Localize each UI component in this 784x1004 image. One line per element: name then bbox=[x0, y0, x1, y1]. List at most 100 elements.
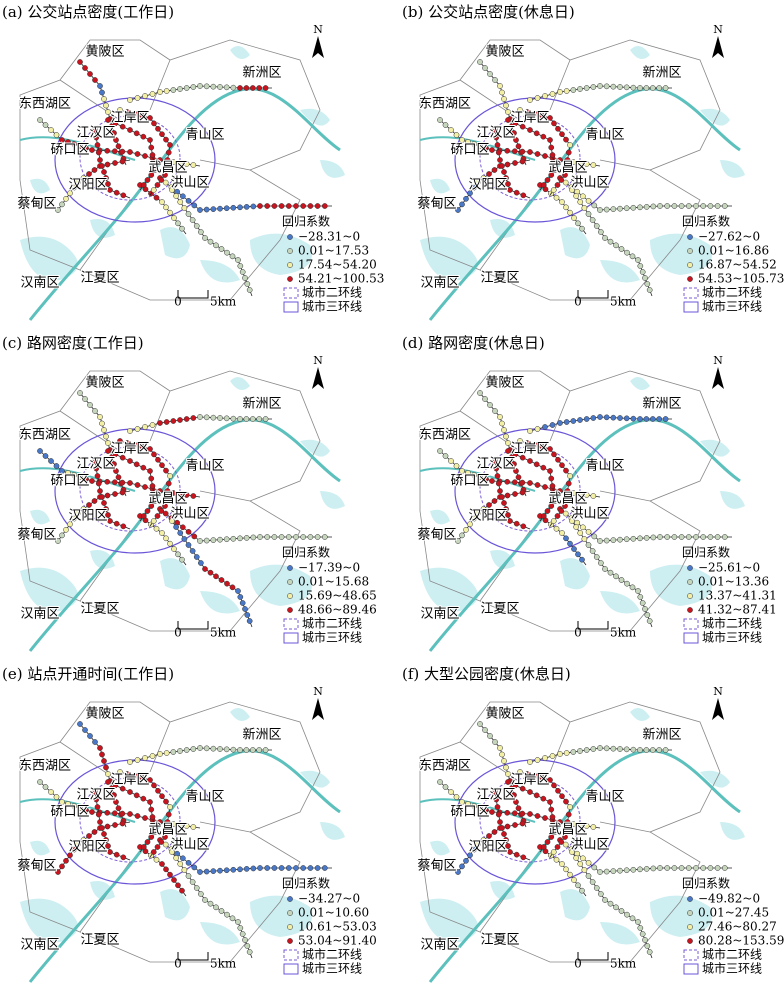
station bbox=[617, 415, 623, 421]
station bbox=[532, 773, 538, 779]
district-label: 江汉区 bbox=[476, 126, 515, 141]
station bbox=[520, 523, 527, 530]
station bbox=[65, 470, 71, 476]
legend-swatch bbox=[287, 248, 293, 254]
station bbox=[693, 203, 699, 209]
station bbox=[107, 518, 113, 524]
station bbox=[551, 120, 557, 127]
district-label: 硚口区 bbox=[50, 474, 89, 489]
station bbox=[463, 195, 469, 202]
station bbox=[492, 458, 498, 464]
station bbox=[144, 508, 151, 514]
station bbox=[558, 177, 565, 183]
station bbox=[548, 475, 555, 482]
station bbox=[512, 160, 518, 166]
scale-zero: 0 bbox=[174, 295, 182, 309]
station bbox=[243, 416, 250, 422]
station bbox=[603, 414, 610, 421]
station bbox=[155, 787, 161, 794]
station bbox=[643, 204, 650, 210]
station bbox=[448, 789, 454, 795]
station bbox=[505, 448, 511, 454]
station bbox=[105, 448, 111, 454]
station bbox=[112, 491, 118, 497]
district-label: 江岸区 bbox=[510, 773, 549, 788]
legend-ring-two bbox=[283, 618, 299, 630]
station bbox=[185, 860, 192, 866]
station bbox=[559, 462, 565, 469]
station bbox=[237, 263, 244, 269]
lake bbox=[630, 708, 650, 721]
station bbox=[99, 89, 105, 96]
station bbox=[144, 839, 151, 845]
station bbox=[477, 390, 483, 396]
station bbox=[565, 480, 572, 487]
station bbox=[164, 157, 171, 163]
station bbox=[489, 478, 495, 484]
station bbox=[512, 451, 519, 458]
lake bbox=[200, 922, 240, 945]
station bbox=[285, 203, 292, 209]
station bbox=[623, 746, 630, 753]
station bbox=[271, 865, 278, 871]
station bbox=[598, 891, 604, 897]
station bbox=[577, 417, 583, 423]
station bbox=[459, 201, 465, 208]
station bbox=[120, 523, 127, 530]
lake bbox=[560, 889, 590, 921]
station bbox=[577, 530, 584, 536]
station bbox=[656, 416, 663, 422]
station bbox=[503, 837, 509, 843]
station bbox=[101, 169, 107, 175]
station bbox=[154, 513, 161, 519]
station bbox=[497, 819, 503, 825]
station bbox=[55, 869, 61, 875]
station bbox=[602, 235, 608, 241]
station bbox=[91, 829, 98, 835]
station bbox=[664, 865, 671, 871]
station bbox=[197, 538, 203, 544]
station bbox=[152, 167, 158, 173]
station bbox=[442, 784, 449, 790]
station bbox=[127, 759, 133, 765]
station bbox=[505, 512, 511, 518]
station bbox=[55, 538, 61, 544]
station bbox=[519, 123, 526, 130]
scale-zero: 0 bbox=[574, 626, 582, 640]
ring-two bbox=[479, 446, 581, 532]
station bbox=[618, 246, 625, 252]
station bbox=[203, 745, 210, 752]
station bbox=[555, 125, 561, 132]
panel-title: (c) 路网密度(工作日) bbox=[2, 334, 144, 352]
district-label: 洪山区 bbox=[570, 176, 609, 191]
station bbox=[173, 193, 179, 199]
station bbox=[244, 943, 251, 949]
station bbox=[603, 868, 610, 875]
station bbox=[67, 852, 73, 859]
station bbox=[83, 807, 89, 813]
station bbox=[649, 747, 656, 753]
station bbox=[235, 588, 241, 594]
station bbox=[293, 203, 299, 209]
legend-swatch bbox=[687, 938, 693, 944]
station bbox=[678, 203, 685, 209]
station bbox=[577, 160, 583, 166]
station bbox=[589, 548, 596, 554]
station bbox=[198, 891, 204, 897]
station bbox=[534, 426, 541, 432]
station bbox=[519, 454, 526, 461]
lake bbox=[560, 558, 590, 590]
station bbox=[157, 751, 163, 757]
station bbox=[542, 755, 548, 761]
station bbox=[193, 554, 200, 560]
station bbox=[623, 84, 630, 91]
station bbox=[105, 843, 111, 849]
station bbox=[557, 819, 563, 825]
station bbox=[167, 804, 173, 810]
station bbox=[162, 503, 168, 509]
lake bbox=[230, 46, 250, 59]
station bbox=[224, 911, 230, 918]
station bbox=[154, 844, 161, 850]
station bbox=[567, 540, 573, 547]
station bbox=[210, 83, 217, 90]
